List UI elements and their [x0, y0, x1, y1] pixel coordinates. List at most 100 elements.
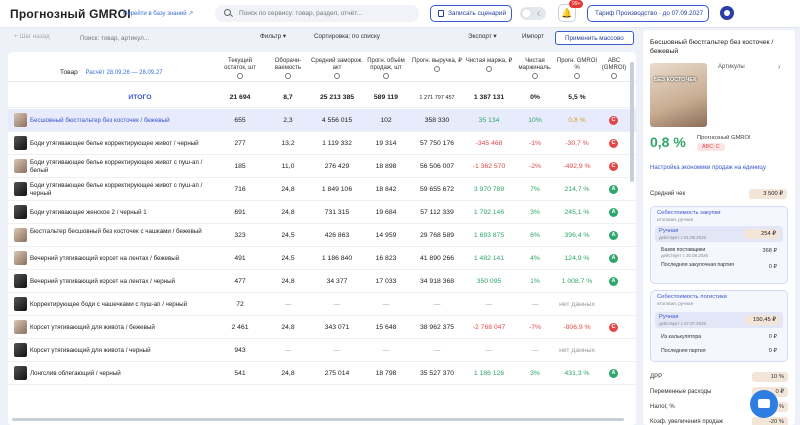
- knowledge-base-link[interactable]: Перейти в базу знаний ↗: [123, 11, 194, 17]
- table-row[interactable]: Вечерний утягивающий корсет на лентах / …: [8, 247, 636, 270]
- table-search-input[interactable]: Поиск: товар, артикул...: [68, 32, 243, 45]
- cell-sales: 19 684: [375, 209, 397, 216]
- articles-link[interactable]: Артикулы ›: [718, 64, 780, 71]
- total-sales: 589 119: [373, 94, 399, 101]
- cell-mpct: -1%: [528, 140, 542, 147]
- record-scenario-button[interactable]: Записать сценарий: [430, 5, 512, 22]
- sort-select[interactable]: Сортировка: по списку: [314, 33, 380, 40]
- cell-mpct: 6%: [530, 232, 540, 239]
- abc-badge: A: [609, 277, 618, 286]
- product-name[interactable]: Боди утягивающее белье корректирующее жи…: [30, 159, 203, 174]
- logistics-cost-sub: итоговая, ручная: [657, 301, 694, 306]
- panel-gmroi-value: 0,8 %: [650, 134, 686, 150]
- header-stock[interactable]: Текущий остаток, шт: [216, 58, 264, 79]
- table-row[interactable]: Боди утягивающее белье корректирующее жи…: [8, 155, 636, 178]
- product-name[interactable]: Бесшовный бюстгальтер без косточек / беж…: [30, 117, 170, 124]
- cell-sales: 18 842: [375, 186, 397, 193]
- cell-gmroi: 124,9 %: [564, 255, 590, 262]
- logistics-cost-manual[interactable]: Ручная действует с 27.07.2026 150,45 ₽: [655, 312, 783, 328]
- unit-economics-settings-link[interactable]: Настройка экономики продаж на единицу: [650, 165, 766, 171]
- table-vertical-scrollbar[interactable]: [630, 62, 634, 182]
- table-row[interactable]: Корсет утягивающий для живота / черный 94…: [8, 339, 636, 362]
- product-name[interactable]: Вечерний утягивающий корсет на лентах / …: [30, 278, 176, 285]
- import-button[interactable]: Импорт: [522, 33, 545, 40]
- purchase-cost-sub: итоговая, ручная: [657, 217, 694, 222]
- header-sales[interactable]: Прогн. объём продаж, шт: [362, 58, 410, 79]
- table-row[interactable]: Корректирующее боди с чашечками с пуш-ап…: [8, 293, 636, 316]
- avg-check-input[interactable]: 3 500 ₽: [749, 189, 787, 199]
- header-margin[interactable]: Чистая маржа, ₽: [464, 58, 514, 72]
- cell-gmroi: 431,3 %: [564, 370, 590, 377]
- purchase-manual-value[interactable]: 254 ₽: [745, 229, 779, 239]
- info-icon: [574, 73, 580, 79]
- table-row[interactable]: Боди утягивающее белье корректирующее жи…: [8, 178, 636, 201]
- sales-coef-input[interactable]: -20 %: [752, 417, 788, 425]
- tariff-button[interactable]: Тариф Производство · до 07.09.2027: [587, 5, 709, 22]
- product-name[interactable]: Корсет утягивающий для живота / бежевый: [30, 324, 155, 331]
- cell-sales: —: [382, 347, 390, 354]
- chat-support-button[interactable]: [750, 390, 778, 418]
- product-name[interactable]: Бюстгальтер бесшовный без косточек с чаш…: [30, 228, 202, 235]
- cell-revenue: 57 112 339: [420, 209, 454, 216]
- theme-toggle[interactable]: ☾: [520, 7, 546, 20]
- product-name[interactable]: Боди утягивающее белье корректирующее жи…: [30, 140, 199, 147]
- logistics-line-1-value: 0 ₽: [768, 334, 777, 340]
- info-icon: [237, 73, 243, 79]
- cell-margin: —: [485, 301, 493, 308]
- header-turnover[interactable]: Оборачи-ваемость: [266, 58, 310, 79]
- table-row[interactable]: Боди утягивающее женское 2 / черный 1 691…: [8, 201, 636, 224]
- product-name[interactable]: Боди утягивающее женское 2 / черный 1: [30, 209, 147, 216]
- cell-mpct: -7%: [528, 324, 542, 331]
- purchase-cost-manual[interactable]: Ручная действует с 01.09.2026 254 ₽: [655, 226, 783, 242]
- export-button[interactable]: Экспорт ▾: [468, 33, 497, 40]
- cell-frozen: —: [333, 347, 341, 354]
- abc-badge: A: [609, 369, 618, 378]
- drr-input[interactable]: 10 %: [752, 372, 788, 382]
- table-row[interactable]: Корсет утягивающий для живота / бежевый 2…: [8, 316, 636, 339]
- cell-sales: 18 798: [375, 370, 397, 377]
- table-horizontal-scrollbar[interactable]: [12, 418, 624, 421]
- product-name[interactable]: Вечерний утягивающий корсет на лентах / …: [30, 255, 180, 262]
- cell-mpct: 3%: [530, 370, 540, 377]
- apply-bulk-button[interactable]: Применить массово: [555, 31, 634, 45]
- header-gmroi[interactable]: Прогн. GMROI %: [556, 58, 598, 79]
- product-image-caption: БЕЗ КОСТОЧЕК: [654, 77, 697, 83]
- product-name[interactable]: Корсет утягивающий для живота / черный: [30, 347, 151, 354]
- cell-frozen: —: [333, 301, 341, 308]
- cell-frozen: 731 315: [324, 209, 350, 216]
- cell-margin: 1 693 875: [473, 232, 505, 239]
- table-row[interactable]: Бюстгальтер бесшовный без косточек с чаш…: [8, 224, 636, 247]
- table-row[interactable]: Бесшовный бюстгальтер без косточек / беж…: [8, 109, 636, 132]
- calc-period[interactable]: Расчёт 28.09.26 — 28.09.27: [86, 70, 163, 76]
- cell-stock: 655: [234, 117, 246, 124]
- cell-frozen: 1 849 106: [321, 186, 353, 193]
- header-marginality[interactable]: Чистая маржиналь.: [514, 58, 556, 79]
- header-revenue[interactable]: Прогн. выручка, ₽: [412, 58, 462, 72]
- global-search-placeholder: Поиск по сервису: товар, раздел, отчёт..…: [239, 10, 362, 17]
- product-thumbnail: [14, 113, 27, 127]
- cell-revenue: 29 768 589: [419, 232, 455, 239]
- header-frozen[interactable]: Средний заморож. акт: [311, 58, 363, 79]
- abc-badge: C: [609, 162, 618, 171]
- table-row[interactable]: Лонгслив облегающий / черный 541 24,8 275 0…: [8, 362, 636, 385]
- product-name[interactable]: Боди утягивающее белье корректирующее жи…: [30, 182, 203, 197]
- total-marginality: 0%: [530, 94, 540, 101]
- user-avatar[interactable]: [720, 6, 734, 20]
- filter-button[interactable]: Фильтр ▾: [260, 33, 287, 40]
- step-back-button[interactable]: + Шаг назад: [14, 33, 50, 40]
- logistics-manual-value[interactable]: 150,45 ₽: [745, 315, 779, 325]
- product-name[interactable]: Лонгслив облегающий / черный: [30, 370, 121, 377]
- drr-row: ДРР 10 %: [650, 372, 788, 382]
- table-row[interactable]: Вечерний утягивающий корсет на лентах / …: [8, 270, 636, 293]
- global-search-input[interactable]: Поиск по сервису: товар, раздел, отчёт..…: [215, 5, 419, 22]
- notifications-button[interactable]: 🔔: [558, 4, 576, 22]
- purchase-line-2: Последняя закупочная партия: [661, 262, 734, 268]
- product-thumbnail: [14, 320, 27, 334]
- cell-mpct: 1%: [530, 278, 540, 285]
- product-name[interactable]: Корректирующее боди с чашечками с пуш-ап…: [30, 301, 188, 308]
- header-abc[interactable]: ABC (GMROI): [596, 58, 632, 79]
- cell-gmroi: нет данных: [559, 301, 595, 308]
- cell-stock: 185: [234, 163, 246, 170]
- calc-dates: 28.09.26 — 28.09.27: [106, 70, 163, 76]
- table-row[interactable]: Боди утягивающее белье корректирующее жи…: [8, 132, 636, 155]
